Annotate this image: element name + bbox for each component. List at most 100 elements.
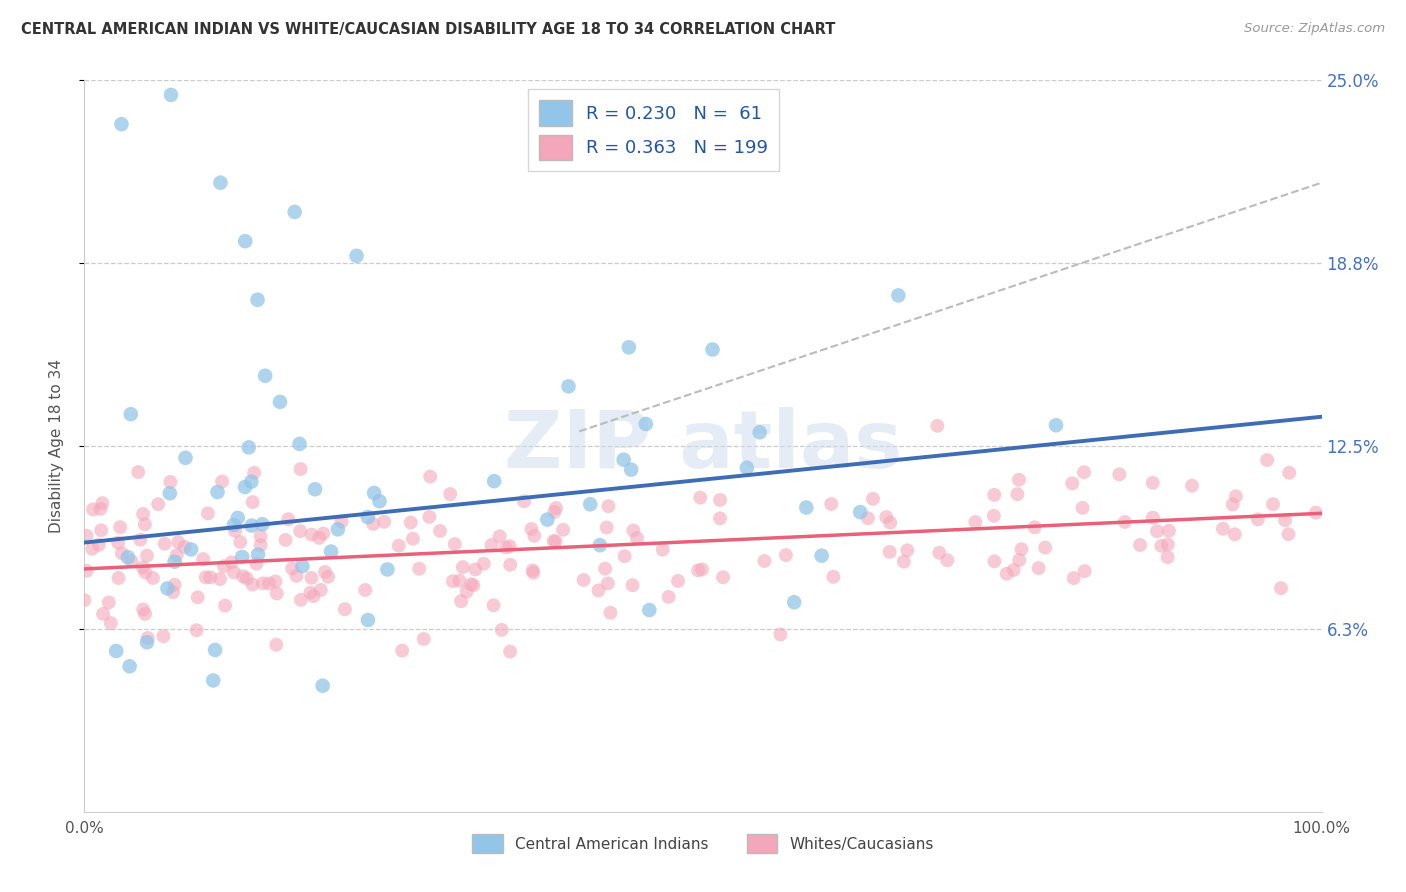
Point [1222,498,1244,512]
Point [402,532,425,546]
Point [775,548,797,562]
Point [391,643,413,657]
Point [983,554,1005,568]
Point [1073,465,1095,479]
Point [1146,524,1168,539]
Point [638,603,661,617]
Point [89,502,111,516]
Point [290,462,312,476]
Point [208,572,231,586]
Point [266,586,288,600]
Point [254,368,277,383]
Point [134,607,156,621]
Point [1007,487,1029,501]
Point [159,486,181,500]
Point [302,589,325,603]
Point [166,548,188,562]
Point [1157,524,1180,538]
Point [588,583,610,598]
Point [129,533,152,547]
Point [598,499,620,513]
Point [544,534,567,549]
Point [229,535,252,549]
Point [1063,571,1085,585]
Point [368,494,391,508]
Point [108,520,131,534]
Point [522,563,544,577]
Point [326,522,349,536]
Point [97,595,120,609]
Point [927,418,949,433]
Point [1010,542,1032,557]
Point [557,379,579,393]
Point [388,539,411,553]
Point [443,537,465,551]
Point [111,546,134,560]
Point [1223,527,1246,541]
Point [91,496,114,510]
Point [1142,510,1164,524]
Point [304,483,326,497]
Point [187,591,209,605]
Point [499,644,522,658]
Point [1024,520,1046,534]
Point [1045,418,1067,433]
Point [152,629,174,643]
Point [1142,475,1164,490]
Point [1002,563,1025,577]
Point [236,571,259,585]
Point [1073,564,1095,578]
Point [308,531,330,545]
Point [523,529,546,543]
Point [879,516,901,530]
Point [520,522,543,536]
Point [1256,453,1278,467]
Point [499,539,522,553]
Point [499,558,522,572]
Point [702,343,724,357]
Point [754,554,776,568]
Point [91,607,114,621]
Point [301,527,323,541]
Point [849,505,872,519]
Point [689,491,711,505]
Point [167,535,190,549]
Point [121,554,143,568]
Point [204,643,226,657]
Point [887,288,910,302]
Point [191,552,214,566]
Point [314,565,336,579]
Point [346,249,368,263]
Point [288,437,311,451]
Point [120,407,142,421]
Point [118,659,141,673]
Point [209,176,232,190]
Point [132,560,155,574]
Point [1270,581,1292,595]
Point [264,574,287,589]
Point [142,571,165,585]
Point [202,673,225,688]
Point [690,562,713,576]
Point [449,574,471,588]
Point [429,524,451,538]
Point [651,542,673,557]
Point [472,557,495,571]
Point [634,417,657,431]
Point [464,562,486,576]
Point [76,564,98,578]
Point [274,533,297,547]
Point [419,469,441,483]
Point [312,526,335,541]
Text: Source: ZipAtlas.com: Source: ZipAtlas.com [1244,22,1385,36]
Point [134,517,156,532]
Point [211,475,233,489]
Point [596,576,619,591]
Point [252,517,274,532]
Point [194,570,217,584]
Point [1212,522,1234,536]
Point [593,561,616,575]
Point [621,578,644,592]
Point [543,534,565,549]
Point [82,541,104,556]
